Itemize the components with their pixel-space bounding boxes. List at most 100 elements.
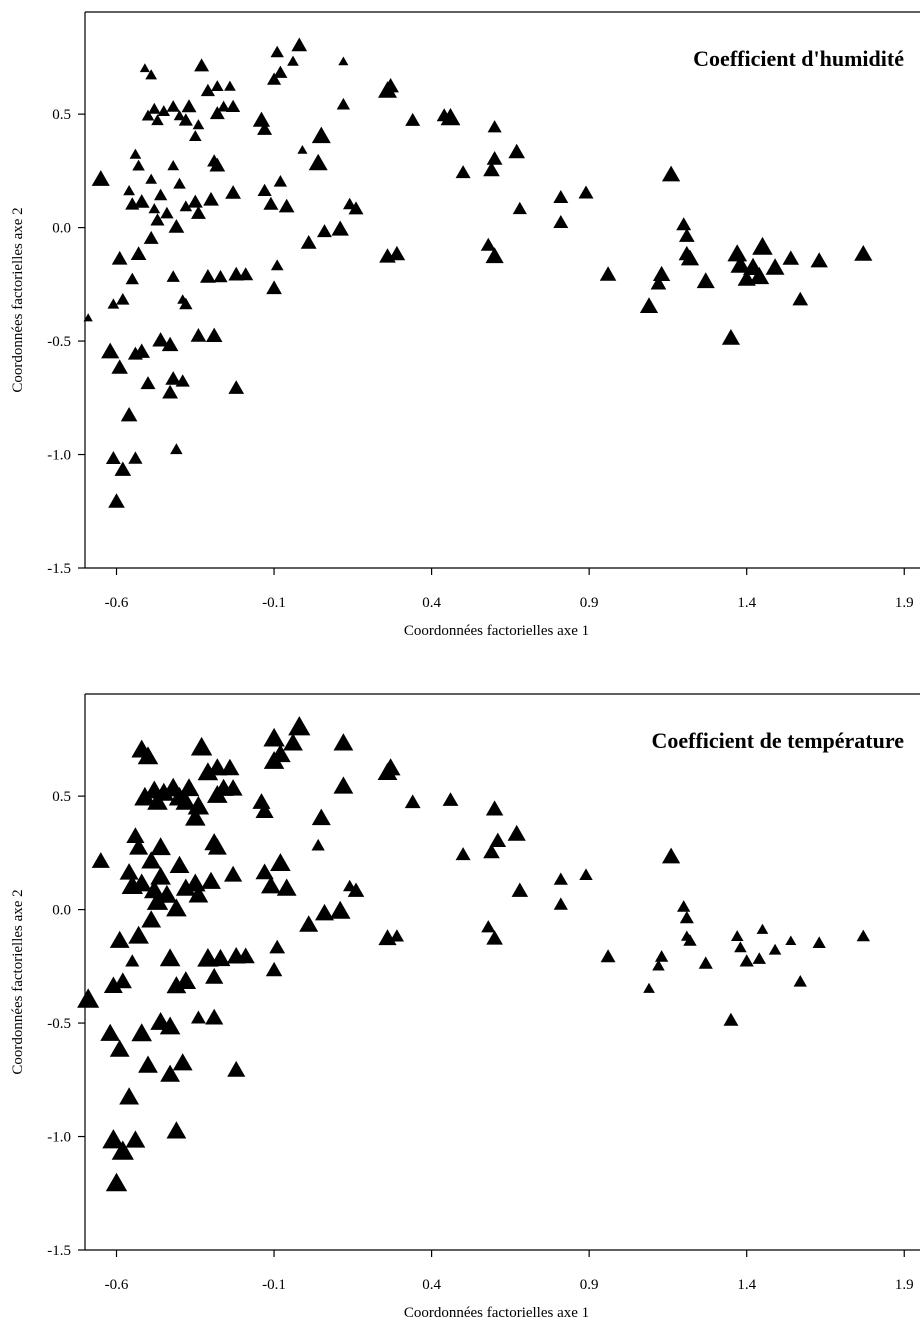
chart-2-data-point	[146, 891, 169, 910]
chart-2-data-point	[485, 800, 504, 816]
chart-1-data-point	[116, 293, 130, 305]
chart-2-data-point	[643, 982, 655, 993]
chart-2-x-tick-label: 1.9	[895, 1277, 914, 1293]
chart-1-data-point	[228, 380, 245, 394]
chart-1-data-point	[203, 191, 219, 206]
chart-2-data-point	[178, 778, 200, 797]
chart-1-data-point	[226, 99, 241, 112]
chart-2-y-tick-label: 0.0	[52, 903, 71, 919]
chart-1-data-point	[209, 157, 226, 172]
chart-1-data-point	[111, 250, 128, 265]
chart-1-data-point	[238, 267, 254, 281]
chart-1-data-point	[752, 236, 773, 255]
chart-1-data-point	[483, 161, 500, 177]
chart-2-data-point	[185, 807, 206, 826]
chart-1-data-point	[225, 185, 241, 199]
chart-1-data-point	[152, 332, 169, 347]
chart-1-data-point	[765, 258, 785, 275]
chart-2-data-point	[731, 930, 744, 941]
chart-2-data-point	[175, 791, 197, 810]
chart-1-data-point	[273, 65, 288, 78]
chart-2-data-point	[723, 1012, 739, 1026]
chart-1-y-tick-label: 0.5	[52, 107, 71, 123]
chart-2-data-point	[207, 838, 227, 855]
chart-2-data-point	[507, 824, 526, 841]
chart-1-data-point	[101, 342, 120, 359]
chart-2-data-point	[739, 954, 754, 967]
chart-2-data-point	[175, 971, 197, 989]
chart-2-data-point	[190, 736, 213, 756]
chart-2-data-point	[734, 941, 747, 953]
chart-2-data-point	[261, 876, 281, 894]
chart-1-y-tick-label: 0.0	[52, 221, 71, 237]
chart-1-data-point	[111, 359, 128, 374]
chart-2-data-point	[172, 1053, 193, 1071]
chart-2-data-point	[227, 1060, 246, 1077]
chart-2-data-point	[683, 934, 697, 946]
chart-2-data-point	[269, 939, 286, 954]
chart-2-data-point	[138, 1055, 158, 1073]
chart-2-data-point	[102, 1129, 125, 1149]
chart-2-data-point	[205, 1008, 224, 1025]
chart-1-data-point	[287, 55, 299, 66]
chart-1-data-point	[662, 165, 681, 182]
chart-2-data-point	[169, 855, 190, 873]
chart-1-data-point	[191, 205, 206, 219]
chart-1-data-point	[343, 197, 357, 210]
chart-2-data-point	[679, 911, 694, 924]
chart-1-data-point	[125, 272, 139, 285]
chart-1-data-point	[308, 153, 328, 171]
chart-1-data-point	[173, 177, 186, 189]
chart-1-data-point	[148, 203, 161, 214]
chart-2-data-point	[205, 967, 224, 984]
chart-2-x-axis-label: Coordonnées factorielles axe 1	[404, 1305, 589, 1321]
chart-2-data-point	[144, 880, 165, 899]
chart-1-data-point	[192, 119, 205, 130]
chart-1-data-point	[105, 451, 121, 464]
chart-2-data-point	[793, 975, 807, 987]
chart-1-data-point	[83, 313, 93, 322]
chart-2-data-point	[333, 776, 354, 794]
chart-1-data-point	[553, 190, 569, 203]
chart-1-data-point	[181, 99, 197, 113]
chart-1-data-point	[140, 376, 156, 390]
chart-1-data-point	[348, 201, 364, 215]
chart-2-x-tick-label: -0.6	[105, 1277, 129, 1293]
chart-1-data-point	[128, 451, 143, 464]
chart-2-data-point	[483, 843, 500, 859]
chart-1-data-point	[173, 110, 186, 121]
chart-1-data-point	[650, 275, 667, 290]
chart-2-data-point	[389, 929, 404, 942]
chart-1-data-point	[455, 165, 471, 179]
chart-2-data-point	[100, 1023, 121, 1041]
chart-2-data-point	[486, 930, 503, 945]
chart-2-data-point	[311, 838, 325, 851]
chart-1-data-point	[512, 201, 527, 215]
chart-1-data-point	[148, 102, 161, 114]
chart-1-data-point	[175, 374, 190, 387]
chart-1-data-point	[263, 196, 279, 210]
chart-1-data-point	[257, 121, 273, 135]
chart-1-data-point	[205, 327, 223, 342]
chart-1-data-point	[378, 81, 397, 98]
chart-1-data-point	[652, 265, 671, 281]
chart-1-data-point	[150, 213, 165, 226]
chart-2-data-point	[655, 950, 669, 962]
chart-1-data-point	[129, 148, 142, 159]
chart-1-data-point	[508, 143, 525, 159]
chart-2-data-point	[224, 865, 243, 882]
chart-2-data-point	[252, 793, 271, 809]
chart-1-title: Coefficient d'humidité	[693, 46, 904, 71]
chart-1-data-point	[166, 270, 180, 282]
chart-2-data-point	[134, 786, 156, 806]
chart-1-data-point	[553, 215, 569, 228]
chart-1-x-tick-label: -0.1	[262, 595, 286, 611]
chart-2-data-point	[856, 929, 870, 942]
chart-1-x-tick-label: 1.4	[737, 595, 756, 611]
chart-2-data-point	[311, 808, 331, 826]
chart-1-y-tick-label: -0.5	[47, 334, 71, 350]
chart-1-data-point	[297, 145, 308, 154]
chart-2-data-point	[109, 930, 130, 948]
chart-2-y-tick-label: -0.5	[47, 1016, 71, 1032]
chart-2-data-point	[265, 961, 283, 977]
